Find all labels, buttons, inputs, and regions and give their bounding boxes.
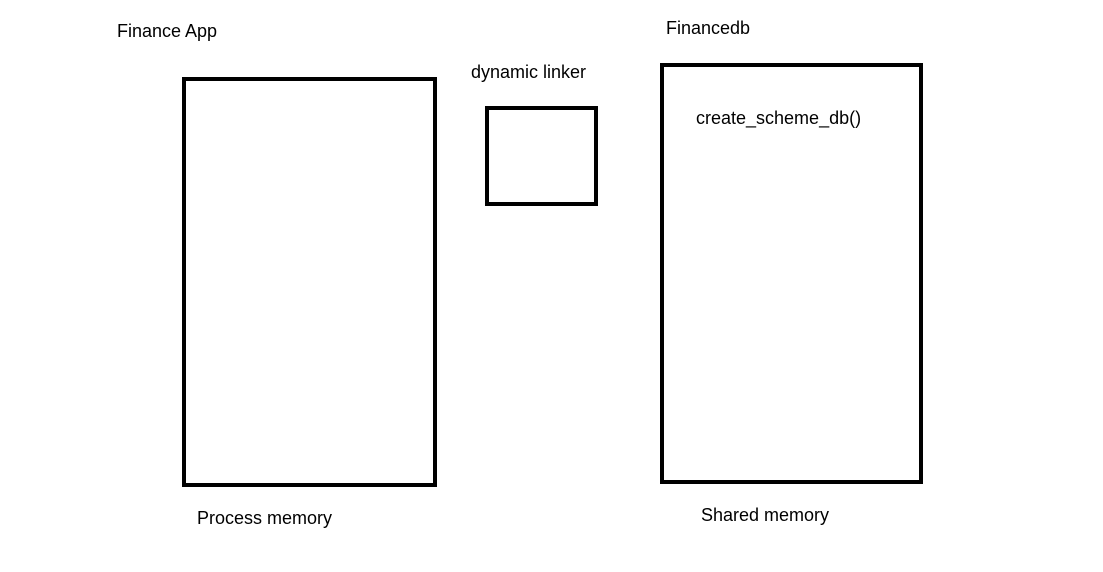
dynamic-linker-box: [485, 106, 598, 206]
finance-app-title: Finance App: [117, 21, 218, 41]
process-memory-box: [182, 77, 437, 487]
dynamic-linker-title: dynamic linker: [471, 62, 587, 82]
financedb-title: Financedb: [666, 18, 751, 38]
shared-memory-label: Shared memory: [701, 505, 830, 525]
process-memory-label: Process memory: [197, 508, 333, 528]
function-label: create_scheme_db(): [696, 108, 862, 128]
shared-memory-box: create_scheme_db(): [660, 63, 923, 484]
